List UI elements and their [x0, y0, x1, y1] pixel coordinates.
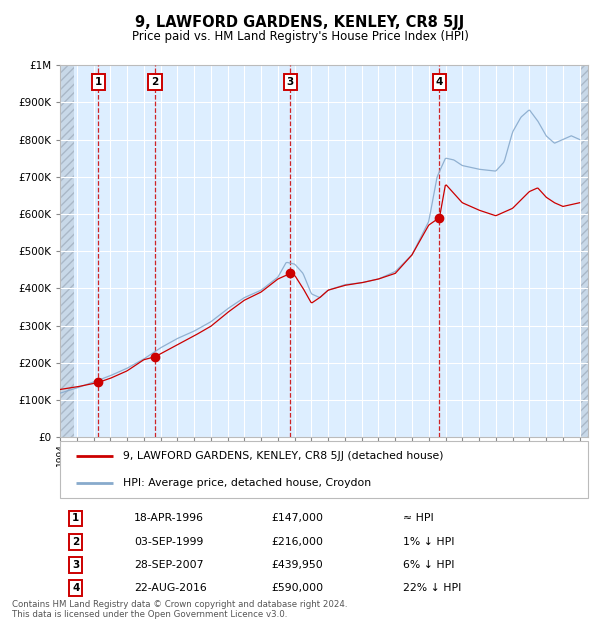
Text: 22-AUG-2016: 22-AUG-2016: [134, 583, 206, 593]
Text: 1% ↓ HPI: 1% ↓ HPI: [403, 537, 455, 547]
Text: ≈ HPI: ≈ HPI: [403, 513, 434, 523]
Text: 2: 2: [72, 537, 79, 547]
Text: 22% ↓ HPI: 22% ↓ HPI: [403, 583, 461, 593]
Text: 1: 1: [95, 77, 102, 87]
Text: £147,000: £147,000: [271, 513, 323, 523]
Text: £590,000: £590,000: [271, 583, 323, 593]
Text: 4: 4: [436, 77, 443, 87]
Text: HPI: Average price, detached house, Croydon: HPI: Average price, detached house, Croy…: [124, 477, 371, 487]
Bar: [60, 65, 74, 437]
FancyBboxPatch shape: [60, 441, 588, 498]
Text: Contains HM Land Registry data © Crown copyright and database right 2024.
This d: Contains HM Land Registry data © Crown c…: [12, 600, 347, 619]
Bar: [580, 65, 589, 437]
Text: 1: 1: [72, 513, 79, 523]
Text: 03-SEP-1999: 03-SEP-1999: [134, 537, 203, 547]
Text: 2: 2: [151, 77, 158, 87]
Text: 4: 4: [72, 583, 80, 593]
Text: 28-SEP-2007: 28-SEP-2007: [134, 560, 203, 570]
Text: 9, LAWFORD GARDENS, KENLEY, CR8 5JJ (detached house): 9, LAWFORD GARDENS, KENLEY, CR8 5JJ (det…: [124, 451, 444, 461]
Text: 9, LAWFORD GARDENS, KENLEY, CR8 5JJ: 9, LAWFORD GARDENS, KENLEY, CR8 5JJ: [136, 16, 464, 30]
Text: 6% ↓ HPI: 6% ↓ HPI: [403, 560, 455, 570]
Text: 3: 3: [72, 560, 79, 570]
Text: £439,950: £439,950: [271, 560, 323, 570]
Text: Price paid vs. HM Land Registry's House Price Index (HPI): Price paid vs. HM Land Registry's House …: [131, 30, 469, 43]
Text: 18-APR-1996: 18-APR-1996: [134, 513, 204, 523]
Text: 3: 3: [287, 77, 294, 87]
Text: £216,000: £216,000: [271, 537, 323, 547]
